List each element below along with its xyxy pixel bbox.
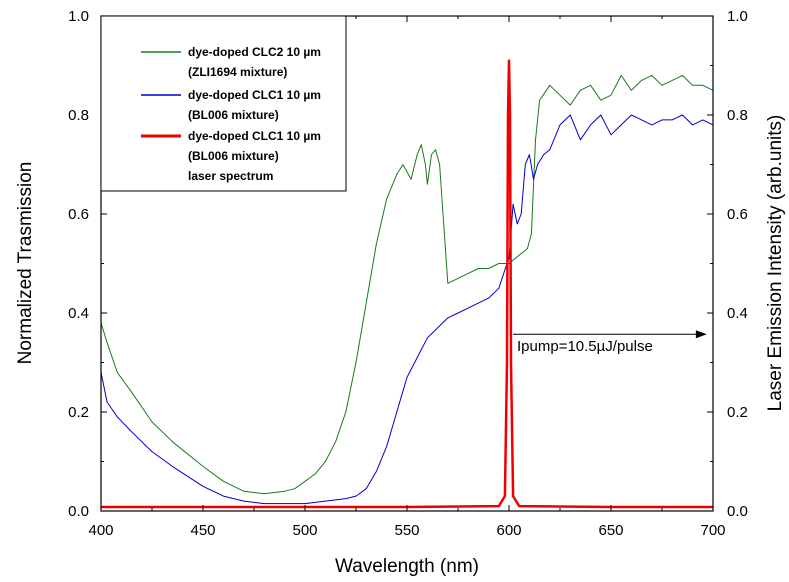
annotation-arrow-head	[695, 330, 707, 339]
y-tick-label-4: 0.8	[68, 107, 89, 124]
y-tick-label-5: 1.0	[68, 8, 89, 25]
legend-label-2-line-2: laser spectrum	[188, 169, 273, 183]
series-layer	[100, 59, 714, 509]
annotation-text: Ipump=10.5µJ/pulse	[517, 338, 653, 355]
x-axis-title: Wavelength (nm)	[335, 556, 479, 577]
legend-box	[100, 15, 347, 192]
x-tick-label-1: 450	[190, 522, 215, 539]
y-tick-label-2: 0.4	[68, 305, 89, 322]
y-tick-label-3: 0.6	[68, 206, 89, 223]
legend-label-2-line-1: (BL006 mixture)	[188, 149, 279, 163]
y-right-tick-label-5: 1.0	[727, 8, 748, 25]
y-right-tick-label-2: 0.4	[727, 305, 748, 322]
legend: dye-doped CLC2 10 µm (ZLI1694 mixture) d…	[100, 15, 347, 192]
x-tick-label-3: 550	[394, 522, 419, 539]
y-right-tick-label-0: 0.0	[727, 503, 748, 520]
y-right-tick-label-4: 0.8	[727, 107, 748, 124]
series-line-0	[100, 74, 714, 495]
legend-label-2-line-0: dye-doped CLC1 10 µm	[188, 129, 321, 143]
x-tick-label-2: 500	[292, 522, 317, 539]
x-tick-label-4: 600	[496, 522, 521, 539]
x-tick-label-5: 650	[598, 522, 623, 539]
y-right-tick-label-1: 0.2	[727, 404, 748, 421]
y-tick-label-0: 0.0	[68, 503, 89, 520]
legend-label-1-line-1: (BL006 mixture)	[188, 108, 279, 122]
y-axis-title-left: Normalized Trasmission	[15, 162, 36, 365]
series-line-1	[100, 114, 714, 505]
x-tick-label-6: 700	[700, 522, 725, 539]
ticks-layer: 400 450 500 550 600 650 7000.00.20.40.60.81.00…	[68, 8, 748, 539]
x-tick-label-0: 400	[88, 522, 113, 539]
y-right-tick-label-3: 0.6	[727, 206, 748, 223]
y-axis-title-right: Laser Emission Intensity (arb.units)	[765, 115, 786, 412]
series-line-2	[101, 59, 713, 509]
annotation: Ipump=10.5µJ/pulse	[513, 330, 707, 355]
y-tick-label-1: 0.2	[68, 404, 89, 421]
legend-label-0-line-1: (ZLI1694 mixture)	[188, 65, 287, 79]
legend-label-0-line-0: dye-doped CLC2 10 µm	[188, 45, 321, 59]
legend-label-1-line-0: dye-doped CLC1 10 µm	[188, 88, 321, 102]
